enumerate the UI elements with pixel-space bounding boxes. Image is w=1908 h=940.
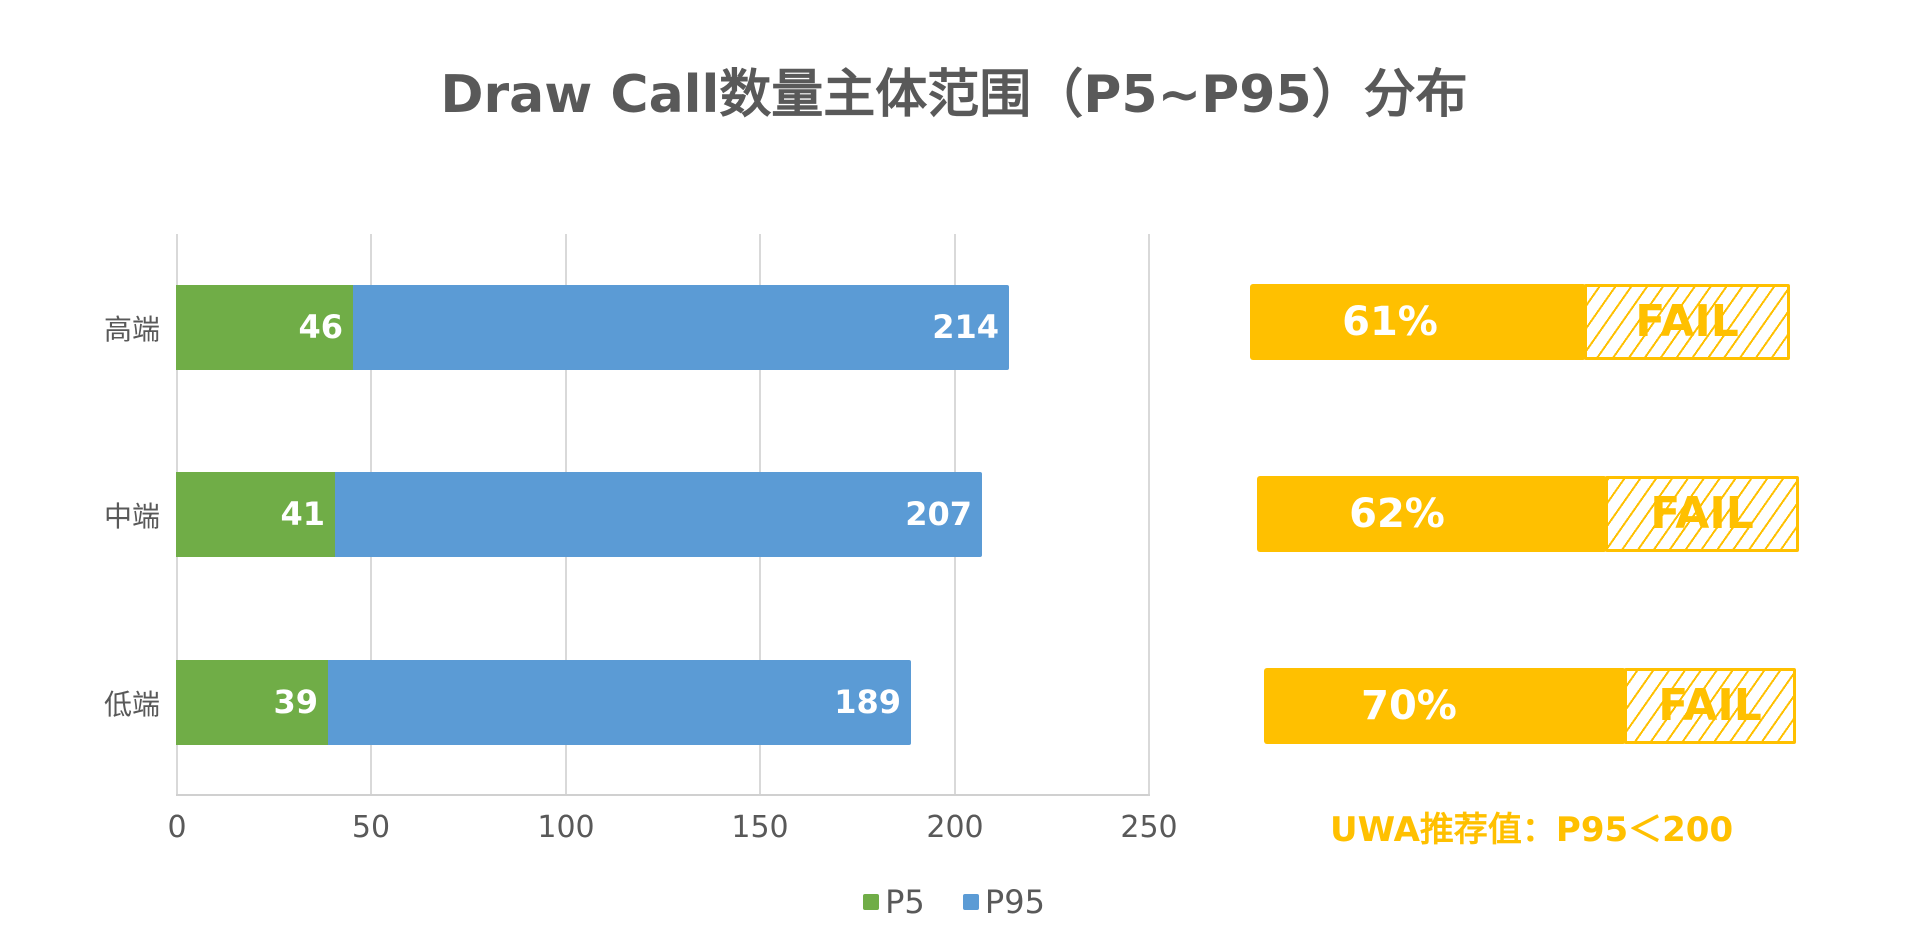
- x-tick-50: 50: [351, 810, 391, 845]
- legend-label-p95: P95: [984, 883, 1045, 921]
- legend-swatch-p95: [962, 894, 979, 910]
- status-bar-low: 70% FAIL: [1264, 668, 1796, 744]
- legend-item-p95[interactable]: P95: [962, 883, 1045, 921]
- bar-p5-low: 39: [176, 660, 328, 745]
- status-percent-mid: 62%: [1349, 491, 1445, 537]
- status-fail-box-low: FAIL: [1624, 668, 1796, 744]
- status-fill-low: [1264, 668, 1626, 744]
- status-fail-box-high: FAIL: [1584, 284, 1790, 360]
- gridline-250: [1148, 234, 1150, 796]
- legend: P5 P95: [0, 880, 1908, 921]
- data-label-p5-mid: 41: [280, 495, 325, 533]
- status-fail-label-high: FAIL: [1635, 296, 1739, 347]
- status-fail-box-mid: FAIL: [1605, 476, 1799, 552]
- x-tick-200: 200: [926, 810, 984, 845]
- plot-area: 214 46 207 41 189 39: [176, 234, 1150, 796]
- bar-p5-high: 46: [176, 285, 353, 370]
- x-tick-100: 100: [537, 810, 595, 845]
- legend-swatch-p5: [863, 894, 880, 910]
- data-label-p95-high: 214: [932, 308, 999, 346]
- bar-p5-mid: 41: [176, 472, 335, 557]
- data-label-p5-high: 46: [298, 308, 343, 346]
- data-label-p5-low: 39: [273, 683, 318, 721]
- x-axis-line: [176, 794, 1150, 796]
- status-bar-mid: 62% FAIL: [1257, 476, 1799, 552]
- status-fail-label-low: FAIL: [1658, 680, 1762, 731]
- status-bar-high: 61% FAIL: [1250, 284, 1790, 360]
- status-percent-high: 61%: [1342, 299, 1438, 345]
- status-percent-low: 70%: [1361, 683, 1457, 729]
- recommendation-text: UWA推荐值：P95＜200: [1330, 810, 1734, 850]
- data-label-p95-low: 189: [834, 683, 901, 721]
- legend-label-p5: P5: [885, 883, 925, 921]
- x-tick-250: 250: [1120, 810, 1178, 845]
- legend-item-p5[interactable]: P5: [863, 883, 925, 921]
- chart-title: Draw Call数量主体范围（P5~P95）分布: [440, 65, 1468, 125]
- status-fail-label-mid: FAIL: [1650, 488, 1754, 539]
- status-fill-mid: [1257, 476, 1607, 552]
- status-fill-high: [1250, 284, 1586, 360]
- x-tick-150: 150: [731, 810, 789, 845]
- x-tick-0: 0: [167, 810, 187, 845]
- category-label-high: 高端: [103, 313, 160, 346]
- data-label-p95-mid: 207: [905, 495, 972, 533]
- category-label-mid: 中端: [103, 500, 160, 533]
- category-label-low: 低端: [103, 688, 160, 721]
